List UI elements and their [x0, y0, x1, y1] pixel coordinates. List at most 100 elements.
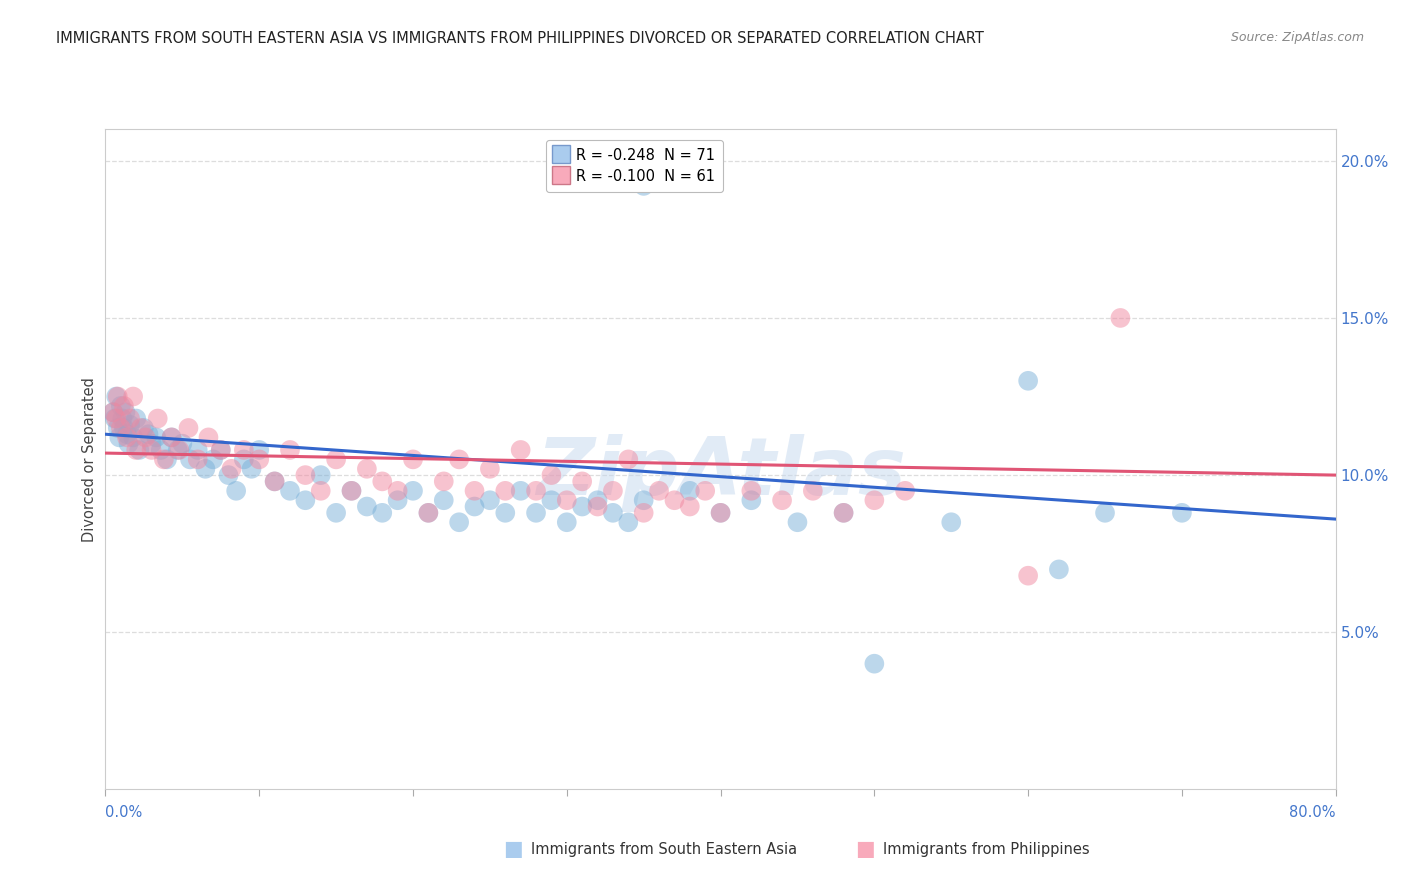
Point [172, 436, 194, 450]
Point [387, 483, 409, 498]
Point [187, 442, 209, 457]
Point [464, 500, 486, 514]
Point [122, 430, 145, 444]
Point [509, 483, 531, 498]
Point [433, 493, 456, 508]
Point [122, 390, 145, 404]
Point [209, 442, 232, 457]
Point [740, 483, 762, 498]
Point [894, 483, 917, 498]
Point [740, 493, 762, 508]
Point [120, 417, 141, 432]
Point [418, 506, 440, 520]
Point [179, 452, 201, 467]
Point [418, 506, 440, 520]
Text: ZipAtlas: ZipAtlas [536, 434, 905, 512]
Point [120, 411, 141, 425]
Point [115, 427, 138, 442]
Point [387, 493, 409, 508]
Point [1094, 506, 1116, 520]
Y-axis label: Divorced or Separated: Divorced or Separated [82, 377, 97, 541]
Point [107, 390, 129, 404]
Point [160, 430, 183, 444]
Point [129, 421, 152, 435]
Point [112, 399, 135, 413]
Point [209, 442, 232, 457]
Point [197, 430, 219, 444]
Point [141, 436, 163, 450]
Point [340, 483, 363, 498]
Point [1017, 568, 1039, 582]
Point [149, 442, 172, 457]
Point [449, 515, 471, 529]
Legend: R = -0.248  N = 71, R = -0.100  N = 61: R = -0.248 N = 71, R = -0.100 N = 61 [546, 140, 723, 192]
Point [832, 506, 855, 520]
Point [633, 506, 655, 520]
Point [218, 468, 240, 483]
Point [540, 468, 562, 483]
Point [108, 430, 131, 444]
Point [101, 405, 124, 419]
Point [571, 475, 593, 489]
Point [786, 515, 808, 529]
Point [509, 442, 531, 457]
Point [371, 475, 394, 489]
Point [117, 436, 139, 450]
Point [221, 462, 243, 476]
Point [177, 421, 200, 435]
Text: 80.0%: 80.0% [1289, 805, 1336, 820]
Point [586, 500, 609, 514]
Point [586, 493, 609, 508]
Point [478, 462, 501, 476]
Point [309, 468, 332, 483]
Point [225, 483, 247, 498]
Point [464, 483, 486, 498]
Point [1047, 562, 1070, 576]
Point [146, 411, 169, 425]
Point [309, 483, 332, 498]
Point [156, 452, 179, 467]
Text: ■: ■ [855, 839, 875, 859]
Point [832, 506, 855, 520]
Point [110, 399, 132, 413]
Point [402, 483, 425, 498]
Point [478, 493, 501, 508]
Point [194, 462, 217, 476]
Point [863, 493, 886, 508]
Text: IMMIGRANTS FROM SOUTH EASTERN ASIA VS IMMIGRANTS FROM PHILIPPINES DIVORCED OR SE: IMMIGRANTS FROM SOUTH EASTERN ASIA VS IM… [56, 31, 984, 46]
Point [433, 475, 456, 489]
Point [494, 483, 516, 498]
Point [540, 493, 562, 508]
Point [1109, 310, 1132, 325]
Point [263, 475, 285, 489]
Point [153, 452, 176, 467]
Point [633, 178, 655, 193]
Point [340, 483, 363, 498]
Point [356, 462, 378, 476]
Point [571, 500, 593, 514]
Text: 0.0%: 0.0% [105, 805, 142, 820]
Point [941, 515, 963, 529]
Point [648, 483, 671, 498]
Point [524, 483, 547, 498]
Point [770, 493, 793, 508]
Point [602, 483, 624, 498]
Point [617, 452, 640, 467]
Point [602, 506, 624, 520]
Point [294, 493, 316, 508]
Point [247, 442, 270, 457]
Point [105, 390, 128, 404]
Point [145, 430, 167, 444]
Point [617, 515, 640, 529]
Point [160, 430, 183, 444]
Point [125, 411, 148, 425]
Point [710, 506, 733, 520]
Point [232, 452, 254, 467]
Point [240, 462, 263, 476]
Point [863, 657, 886, 671]
Point [263, 475, 285, 489]
Point [104, 411, 127, 425]
Point [187, 452, 209, 467]
Point [449, 452, 471, 467]
Point [112, 421, 135, 435]
